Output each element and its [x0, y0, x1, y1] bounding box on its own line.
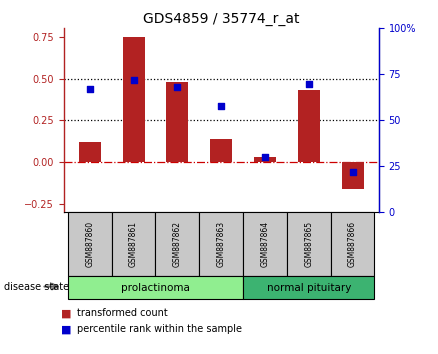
Point	[174, 84, 181, 90]
Bar	[243, 212, 287, 276]
Bar	[298, 90, 320, 162]
Bar	[68, 276, 243, 299]
Bar	[166, 82, 188, 162]
Bar	[331, 212, 374, 276]
Point	[305, 81, 312, 86]
Text: GSM887860: GSM887860	[85, 221, 94, 267]
Text: GSM887862: GSM887862	[173, 221, 182, 267]
Bar	[210, 139, 232, 162]
Point	[86, 86, 93, 92]
Text: normal pituitary: normal pituitary	[267, 282, 351, 293]
Text: GSM887863: GSM887863	[217, 221, 226, 267]
Point	[218, 103, 225, 108]
Text: ■: ■	[61, 308, 72, 318]
Point	[261, 154, 268, 160]
Title: GDS4859 / 35774_r_at: GDS4859 / 35774_r_at	[143, 12, 300, 26]
Text: transformed count: transformed count	[77, 308, 167, 318]
Text: ■: ■	[61, 324, 72, 334]
Text: GSM887865: GSM887865	[304, 221, 313, 267]
Text: disease state: disease state	[4, 282, 70, 292]
Text: GSM887866: GSM887866	[348, 221, 357, 267]
Bar	[79, 142, 101, 162]
Text: prolactinoma: prolactinoma	[121, 282, 190, 293]
Bar	[243, 276, 374, 299]
Bar	[199, 212, 243, 276]
Bar	[342, 162, 364, 189]
Bar	[287, 212, 331, 276]
Text: GSM887864: GSM887864	[261, 221, 269, 267]
Bar	[155, 212, 199, 276]
Bar	[68, 212, 112, 276]
Point	[349, 169, 356, 175]
Bar	[254, 157, 276, 162]
Bar	[112, 212, 155, 276]
Bar	[123, 37, 145, 162]
Point	[130, 77, 137, 83]
Text: GSM887861: GSM887861	[129, 221, 138, 267]
Text: percentile rank within the sample: percentile rank within the sample	[77, 324, 242, 334]
